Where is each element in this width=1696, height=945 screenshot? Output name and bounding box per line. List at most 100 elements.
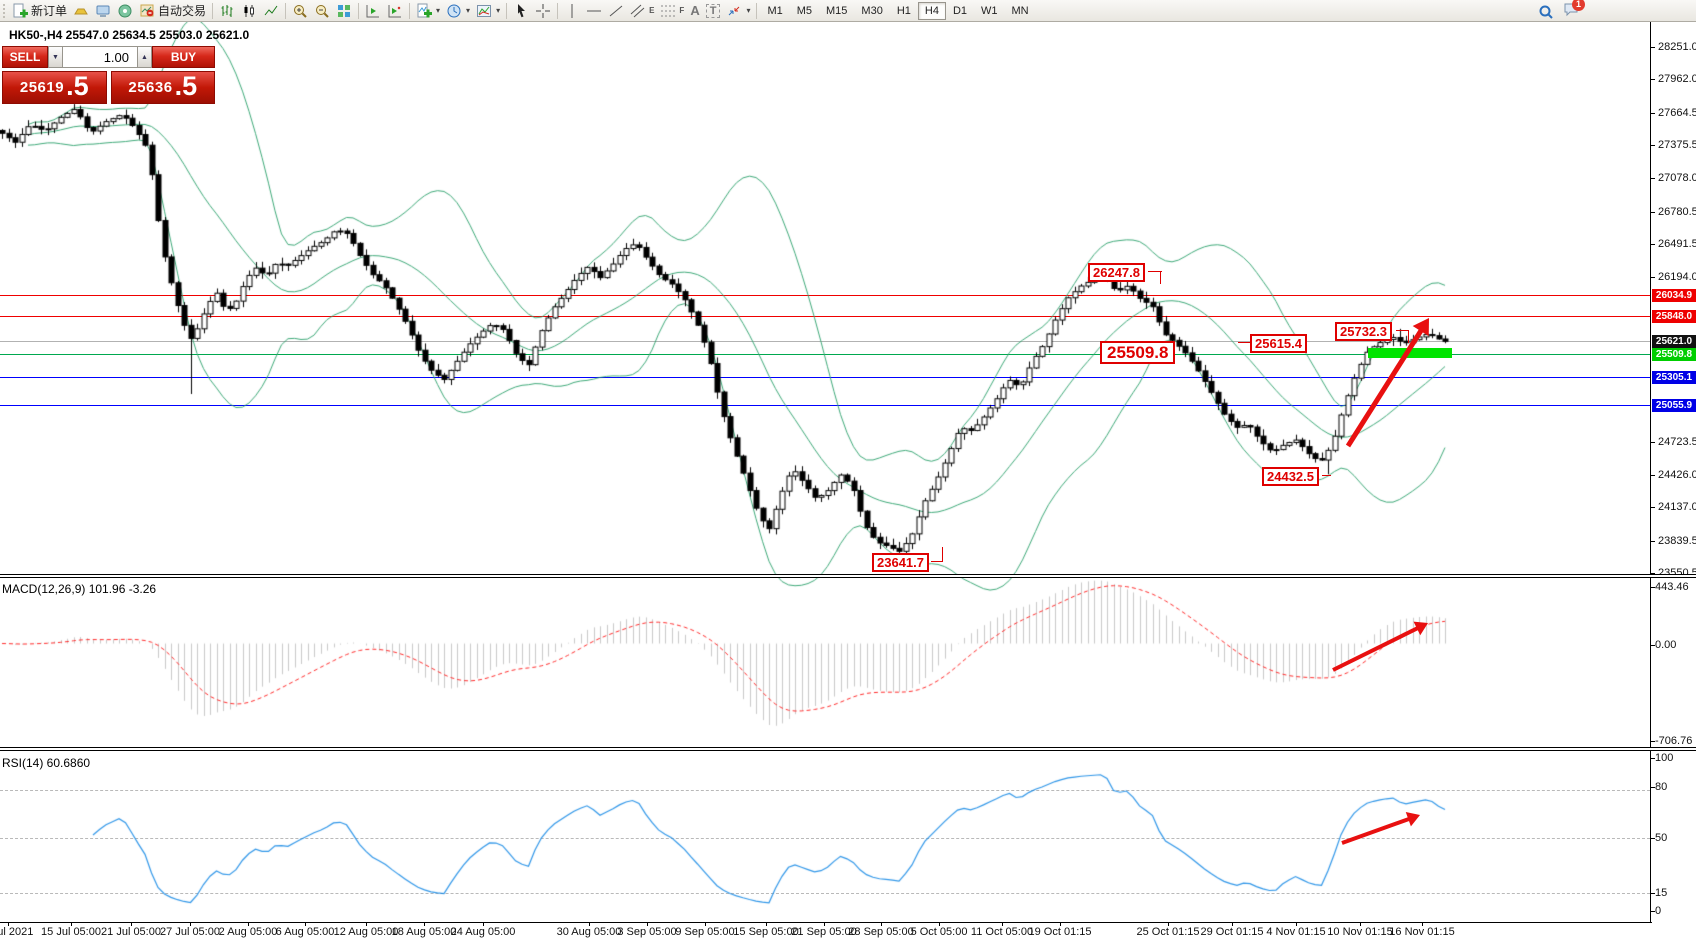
rsi-tick-mark: [1650, 893, 1655, 894]
chart-autoscroll-button[interactable]: [384, 1, 406, 20]
autotrading-button[interactable]: 自动交易: [136, 1, 209, 20]
price-tick-label: 23839.5: [1658, 535, 1696, 547]
time-tick-mark: [71, 922, 72, 926]
arrow-objects-icon: [729, 6, 740, 15]
chart-line-button[interactable]: [260, 1, 282, 20]
horizontal-line-button[interactable]: [583, 1, 605, 20]
rsi-axis-label: 100: [1655, 752, 1674, 764]
new-order-label: 新订单: [31, 4, 68, 18]
rsi-tick-mark: [1650, 787, 1655, 788]
timeframe-h4[interactable]: H4: [917, 2, 946, 20]
volume-input[interactable]: [63, 46, 137, 68]
period-selector-button[interactable]: ▾: [443, 1, 473, 20]
rsi-tick-mark: [1650, 758, 1655, 759]
chart-template-icon: [477, 4, 492, 17]
zoom-out-icon: [316, 4, 329, 18]
ask-price-box[interactable]: 25636.5: [110, 71, 215, 104]
toolbar-drag-handle: [3, 3, 7, 18]
price-callout-25615.4: 25615.4: [1250, 334, 1307, 353]
chart-candlesticks-button[interactable]: [238, 1, 260, 20]
rsi-tick-mark: [1650, 838, 1655, 839]
chart-template-button[interactable]: ▾: [473, 1, 503, 20]
time-tick-mark: [705, 922, 706, 926]
zoom-in-button[interactable]: [289, 1, 311, 20]
period-selector-icon: [447, 4, 461, 17]
time-tick-mark: [305, 922, 306, 926]
macd-label: MACD(12,26,9) 101.96 -3.26: [2, 582, 157, 596]
crosshair-button[interactable]: [532, 1, 554, 20]
chat-notification-button[interactable]: 1: [1563, 0, 1585, 22]
timeframe-m15[interactable]: M15: [819, 2, 854, 20]
time-axis-line: [0, 922, 1652, 923]
price-chart-canvas[interactable]: [0, 22, 1652, 945]
sell-button[interactable]: SELL: [2, 46, 48, 68]
arrow-objects-button[interactable]: ▾: [723, 1, 753, 20]
toolbar-separator: [557, 2, 559, 19]
timeframe-m5[interactable]: M5: [790, 2, 819, 20]
toolbar-separator: [285, 2, 287, 19]
price-badge-25055.9: 25055.9: [1652, 399, 1696, 412]
callout-connector: [931, 561, 943, 562]
time-tick-mark: [190, 922, 191, 926]
time-label: 28 Sep 05:00: [848, 926, 914, 938]
equidistant-channel-button[interactable]: E: [627, 1, 657, 20]
add-indicator-button[interactable]: ▾: [413, 1, 443, 20]
time-tick-mark: [1422, 922, 1423, 926]
price-tick-mark: [1650, 277, 1655, 278]
rsi-label: RSI(14) 60.6860: [2, 756, 91, 770]
vertical-line-button[interactable]: [561, 1, 583, 20]
callout-connector: [1408, 330, 1409, 343]
time-tick-mark: [483, 922, 484, 926]
time-tick-mark: [1060, 922, 1061, 926]
ask-price-main: 25636: [128, 79, 173, 96]
timeframe-w1[interactable]: W1: [974, 2, 1005, 20]
timeframe-mn[interactable]: MN: [1005, 2, 1036, 20]
main-toolbar: 新订单 自动交易: [0, 0, 1696, 22]
time-tick-mark: [589, 922, 590, 926]
fibonacci-retracement-button[interactable]: F: [657, 1, 687, 20]
timeframe-m1[interactable]: M1: [760, 2, 789, 20]
timeframe-m30[interactable]: M30: [854, 2, 889, 20]
gold-bar-button[interactable]: [70, 1, 92, 20]
rsi-axis-label: 15: [1655, 887, 1668, 899]
volume-decrease-button[interactable]: ▼: [48, 46, 63, 68]
timeframe-h1[interactable]: H1: [890, 2, 918, 20]
time-label: 24 Aug 05:00: [450, 926, 516, 938]
bid-price-fraction: .5: [66, 71, 89, 101]
time-label: 21 Sep 05:00: [791, 926, 857, 938]
time-label: 29 Oct 01:15: [1200, 926, 1264, 938]
price-tick-label: 26194.0: [1658, 271, 1696, 283]
search-icon[interactable]: [1538, 4, 1554, 20]
toolbar-separator: [409, 2, 411, 19]
macd-tick-mark: [1650, 587, 1655, 588]
price-callout-23641.7: 23641.7: [872, 553, 929, 572]
toolbar-separator: [756, 2, 758, 19]
time-tick-mark: [248, 922, 249, 926]
tile-windows-button[interactable]: [333, 1, 355, 20]
chart-bars-icon: [221, 4, 233, 17]
cursor-button[interactable]: [510, 1, 532, 20]
macd-axis-label: 0.00: [1655, 639, 1677, 651]
zoom-out-button[interactable]: [311, 1, 333, 20]
text-label-button[interactable]: T: [703, 1, 724, 20]
text-button[interactable]: A: [687, 1, 702, 20]
signal-button[interactable]: [114, 1, 136, 20]
bid-price-box[interactable]: 25619.5: [2, 71, 107, 104]
time-label: 10 Nov 01:15: [1327, 926, 1393, 938]
trendline-button[interactable]: [605, 1, 627, 20]
new-order-button[interactable]: 新订单: [9, 1, 70, 20]
trendline-icon: [609, 5, 623, 16]
time-label: 21 Jul 05:00: [101, 926, 161, 938]
rsi-axis-label: 0: [1655, 905, 1662, 917]
chart-bars-button[interactable]: [216, 1, 238, 20]
crosshair-icon: [536, 3, 551, 18]
timeframe-d1[interactable]: D1: [946, 2, 974, 20]
dropdown-caret: ▾: [496, 6, 501, 15]
remote-terminal-button[interactable]: [92, 1, 114, 20]
price-axis-line: [1650, 22, 1651, 923]
buy-button[interactable]: BUY: [152, 46, 215, 68]
chart-shift-icon: [366, 4, 380, 17]
volume-increase-button[interactable]: ▲: [137, 46, 152, 68]
chart-shift-button[interactable]: [362, 1, 384, 20]
